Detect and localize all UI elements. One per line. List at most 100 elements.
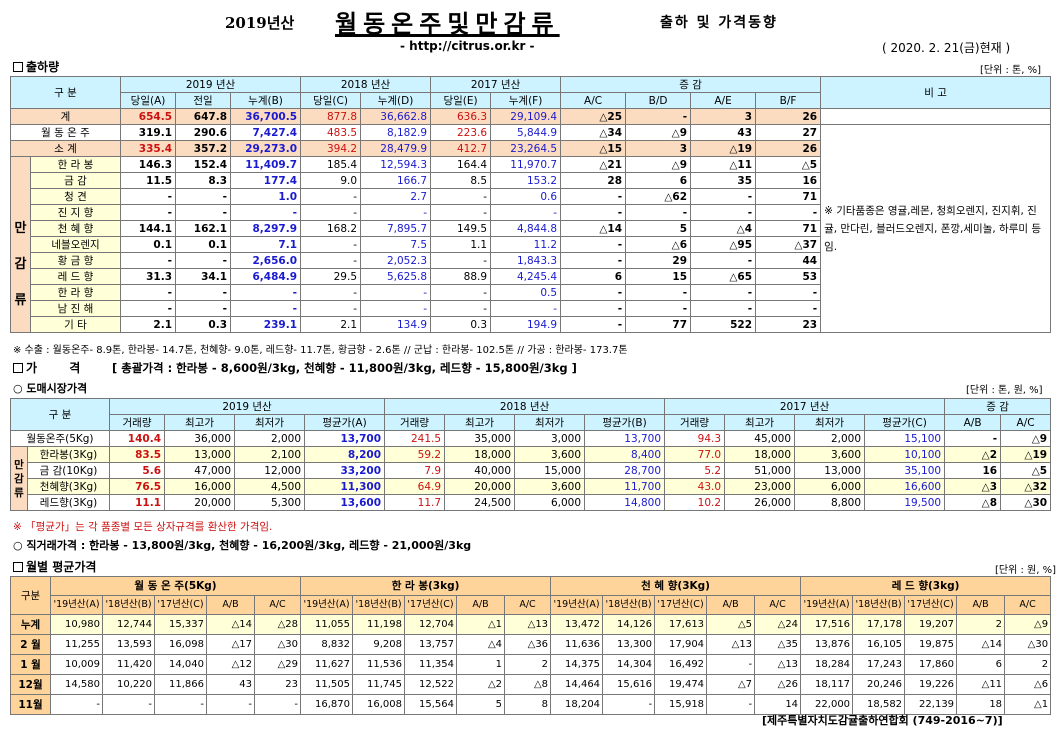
monthly-cell: 14,375 [550, 654, 604, 675]
monthly-cell: △30 [1004, 634, 1052, 655]
monthly-cell: 11,627 [300, 654, 354, 675]
monthly-group-header: 월 동 온 주(5Kg) [49, 576, 302, 596]
shipment-cell: △15 [560, 140, 627, 157]
monthly-cell: 10,009 [50, 654, 103, 675]
table-row: 11월 - - - - -16,870 16,008 15,564 5 8 18,204-15,91… [10, 694, 1052, 715]
shipment-cell: - [490, 204, 562, 221]
shipment-subheader: 전일 [175, 92, 232, 109]
monthly-cell: 18,284 [800, 654, 854, 675]
monthly-subheader: A/C [504, 595, 552, 615]
monthly-cell: 17,178 [852, 614, 906, 635]
shipment-cell: - [430, 284, 492, 301]
shipment-cell: - [625, 284, 692, 301]
monthly-cell: 11,420 [102, 654, 155, 675]
shipment-cell: 2,052.3 [360, 252, 432, 269]
shipment-cell: 134.9 [360, 316, 432, 333]
side-char: 감 [14, 472, 24, 485]
table-row: 레드향(3Kg) 11.1 20,000 5,300 13,600 11.7 24,500 6… [11, 494, 1052, 511]
price-cell: 10,100 [864, 446, 946, 463]
shipment-cell: 11,970.7 [490, 156, 562, 173]
price-header-gubun: 구 분 [9, 398, 111, 431]
price-cell: 6,000 [794, 478, 866, 495]
shipment-cell: 29 [625, 252, 692, 269]
price-cell: 40,000 [444, 462, 516, 479]
shipment-cell: 28,479.9 [360, 140, 432, 157]
price-cell: 15,100 [864, 430, 946, 447]
price-cell: 26,000 [724, 494, 796, 511]
shipment-cell: 0.1 [175, 236, 232, 253]
shipment-cell: 166.7 [360, 172, 432, 189]
table-row: 1 월 10,009 11,420 14,040 △12 △29 11,627 11,536 1… [10, 654, 1052, 675]
monthly-cell: 11,354 [404, 654, 458, 675]
shipment-cell: 2.1 [120, 316, 177, 333]
price-cell: 51,000 [724, 462, 796, 479]
price-cell: △32 [1000, 478, 1052, 495]
monthly-row-label: 1 월 [10, 654, 51, 675]
price-cell: 140.4 [109, 430, 166, 447]
monthly-cell: 22,000 [800, 694, 854, 715]
shipment-cell: - [560, 284, 627, 301]
monthly-header-gubun: 구분 [10, 576, 51, 615]
monthly-cell: 15,616 [602, 674, 656, 695]
shipment-cell: 0.5 [490, 284, 562, 301]
price-cell: 11,700 [584, 478, 666, 495]
monthly-subheader: '19년산(A) [800, 595, 854, 615]
shipment-row-label: 네블오렌지 [29, 236, 122, 253]
monthly-cell: 11,866 [154, 674, 207, 695]
table-row: 기 타 2.1 0.3 239.1 2.1 134.9 0.3 194.9-77 522 23 [11, 316, 1051, 333]
price-cell: 14,800 [584, 494, 666, 511]
monthly-cell: △6 [1004, 674, 1052, 695]
shipment-cell: 412.7 [430, 140, 492, 157]
shipment-cell: 3 [625, 140, 692, 157]
shipment-cell: 6 [625, 172, 692, 189]
monthly-row-label: 12월 [10, 674, 51, 695]
shipment-cell: - [120, 252, 177, 269]
monthly-row-label: 누계 [10, 614, 51, 635]
price-section-title: 가 격 [13, 359, 94, 376]
shipment-cell: 0.1 [120, 236, 177, 253]
price-cell: 77.0 [664, 446, 726, 463]
shipment-cell: 71 [755, 220, 822, 237]
shipment-cell: 239.1 [230, 316, 302, 333]
price-subheader: 거래량 [664, 414, 726, 431]
price-cell: 5,300 [234, 494, 306, 511]
monthly-cell: 20,246 [852, 674, 906, 695]
shipment-cell: 1.0 [230, 188, 302, 205]
shipment-cell: △11 [690, 156, 757, 173]
shipment-subheader: 누계(B) [230, 92, 302, 109]
page-subtitle: 출하 및 가격동향 [660, 15, 778, 31]
shipment-cell: △4 [690, 220, 757, 237]
shipment-section-title: 출하량 [13, 58, 59, 75]
price-subheader: 최고가 [724, 414, 796, 431]
monthly-cell: △26 [754, 674, 802, 695]
shipment-cell: 11,409.7 [230, 156, 302, 173]
shipment-cell: △6 [625, 236, 692, 253]
shipment-cell: - [300, 188, 362, 205]
shipment-subheader: A/E [690, 92, 757, 109]
shipment-cell: 8,297.9 [230, 220, 302, 237]
monthly-cell: 10,980 [50, 614, 103, 635]
monthly-row-label: 11월 [10, 694, 51, 715]
monthly-cell: - [102, 694, 155, 715]
monthly-cell: △2 [456, 674, 506, 695]
shipment-remarks: ※ 기타품종은 영귤,레몬, 청희오렌지, 진지휘, 진귤, 만다린, 블러드오… [820, 124, 1052, 333]
price-cell: 2,000 [794, 430, 866, 447]
price-cell: 2,100 [234, 446, 306, 463]
shipment-cell: 2.1 [300, 316, 362, 333]
monthly-cell: 19,474 [654, 674, 708, 695]
monthly-cell: △1 [1004, 694, 1052, 715]
shipment-cell: - [175, 188, 232, 205]
price-subheader: A/B [944, 414, 1002, 431]
price-subheader: 최저가 [514, 414, 586, 431]
price-cell: △2 [944, 446, 1002, 463]
monthly-cell: - [706, 654, 756, 675]
shipment-cell: - [300, 236, 362, 253]
monthly-cell: 11,198 [352, 614, 406, 635]
price-header-2017: 2017 년산 [664, 398, 946, 415]
monthly-cell: 2 [504, 654, 552, 675]
shipment-header-change: 증 감 [560, 76, 822, 93]
table-row: 천혜향(3Kg) 76.5 16,000 4,500 11,300 64.9 20,000 3… [11, 478, 1052, 495]
shipment-cell: 7.1 [230, 236, 302, 253]
shipment-subheader: 누계(D) [360, 92, 432, 109]
price-cell: 6,000 [514, 494, 586, 511]
